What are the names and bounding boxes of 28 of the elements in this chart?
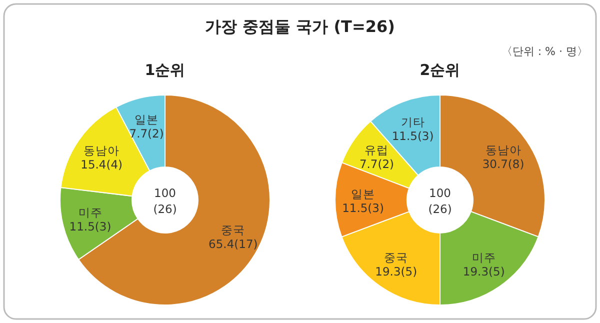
slice-label: 동남아 (485, 143, 522, 158)
slice-label: 동남아 (84, 143, 120, 158)
data-label: 11.5(3) (392, 128, 434, 143)
slice-label: 미주 (472, 250, 496, 264)
data-label: 19.3(5) (462, 264, 505, 278)
slice-label: 미주 (78, 205, 102, 220)
data-label: 30.7(8) (482, 157, 524, 172)
slice-label: 일본 (134, 112, 159, 126)
data-label: 11.5(3) (69, 219, 112, 234)
slice-label: 중국 (384, 250, 408, 264)
chart-title: 2순위 (420, 61, 460, 79)
data-label: 19.3(5) (375, 264, 418, 278)
text: 100 (154, 186, 176, 200)
data-label: 7.7(2) (359, 157, 394, 172)
text: 〈단위 : % · 명〉 (501, 45, 588, 58)
data-label: 7.7(2) (129, 126, 164, 140)
slice-label: 기타 (400, 114, 425, 129)
chart-title: 1순위 (144, 61, 186, 79)
slice-label: 유럽 (364, 143, 389, 158)
text: 100 (429, 186, 451, 200)
data-label: 11.5(3) (342, 200, 384, 215)
text: (26) (153, 202, 177, 216)
text: (26) (428, 202, 452, 216)
data-label: 65.4(17) (208, 236, 258, 251)
data-label: 15.4(4) (80, 157, 123, 172)
text: 가장 중점둘 국가 (T=26) (205, 17, 395, 36)
slice-label: 중국 (221, 222, 246, 237)
slice-label: 일본 (351, 186, 375, 201)
